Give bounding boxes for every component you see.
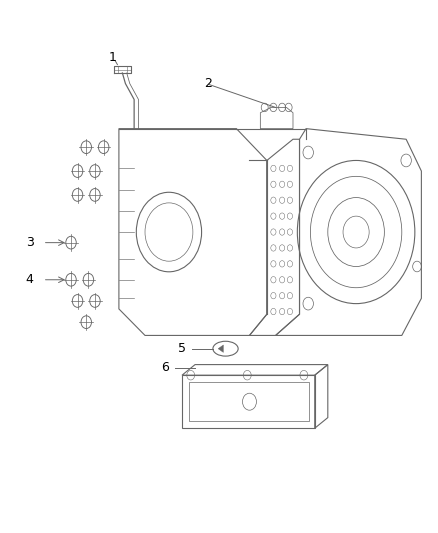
Text: 2: 2 [204,77,212,90]
Text: 3: 3 [26,236,34,249]
Text: 1: 1 [109,51,117,63]
Text: 4: 4 [26,273,34,286]
Text: 5: 5 [178,342,186,355]
Polygon shape [218,345,223,352]
Text: 6: 6 [161,361,169,374]
